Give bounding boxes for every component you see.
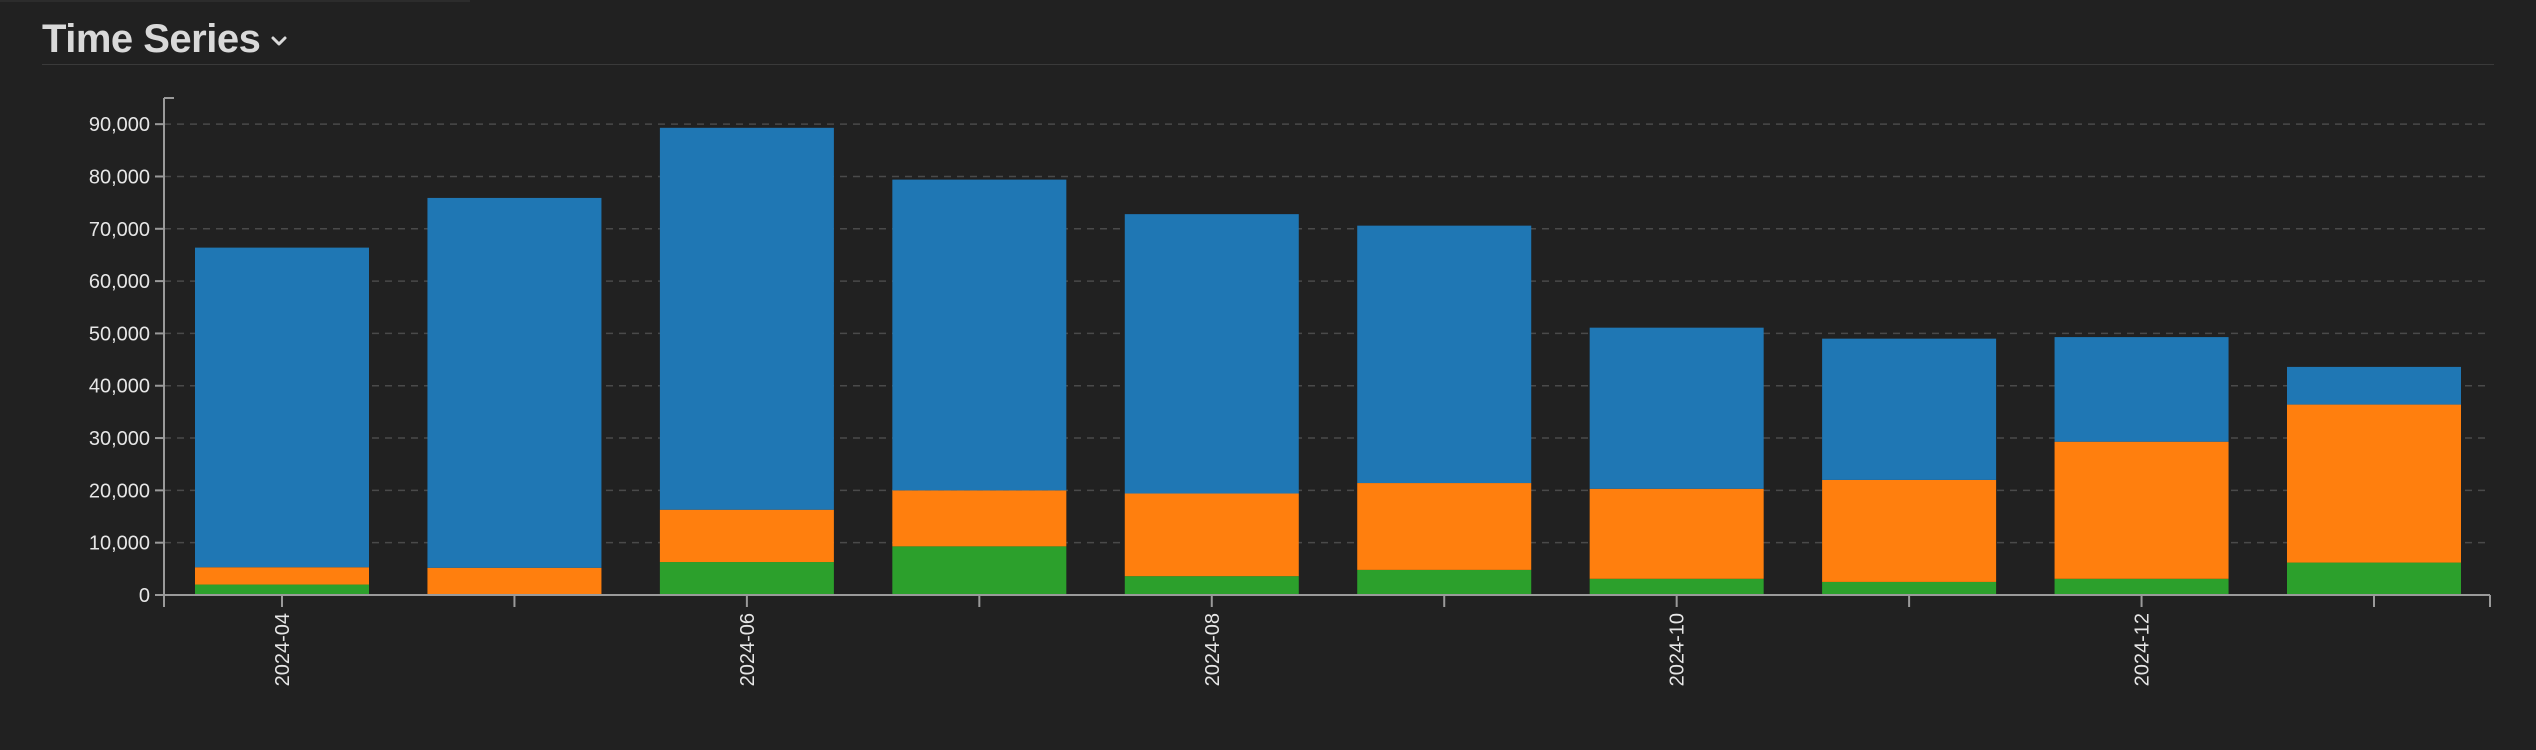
panel-title[interactable]: Time Series — [42, 16, 261, 61]
bar-segment — [1124, 214, 1299, 494]
bar-segment — [2287, 366, 2461, 405]
bar-segment — [892, 546, 1067, 595]
bar-segment — [1357, 483, 1532, 570]
x-tick-label: 2024-08 — [1202, 613, 1224, 686]
bar-segment — [1589, 327, 1764, 489]
bar-segment — [892, 490, 1067, 547]
y-tick-label: 20,000 — [89, 480, 150, 502]
bar-segment — [427, 567, 602, 595]
bar-segment — [2287, 404, 2461, 563]
y-tick-label: 80,000 — [89, 166, 150, 188]
bar-segment — [2287, 562, 2461, 595]
bar-segment — [2054, 441, 2229, 579]
panel-top-rule — [0, 0, 470, 2]
y-tick-label: 60,000 — [89, 271, 150, 293]
bar-segment — [2054, 337, 2229, 442]
x-tick-label: 2024-10 — [1667, 613, 1689, 686]
bar-segment — [1124, 576, 1299, 595]
y-tick-label: 90,000 — [89, 114, 150, 136]
bar-segment — [195, 584, 369, 595]
y-tick-label: 40,000 — [89, 376, 150, 398]
y-tick-label: 30,000 — [89, 428, 150, 450]
bar-segment — [195, 567, 369, 585]
bar-segment — [659, 562, 834, 595]
bar-segment — [1357, 225, 1532, 484]
bar-segment — [1357, 569, 1532, 595]
bar-segment — [659, 127, 834, 510]
y-tick-label: 10,000 — [89, 533, 150, 555]
y-tick-label: 70,000 — [89, 219, 150, 241]
bar-segment — [1589, 488, 1764, 579]
bar-segment — [195, 247, 369, 568]
bar-segment — [2054, 578, 2229, 595]
bar-segment — [892, 179, 1067, 491]
bar-segment — [659, 509, 834, 563]
bar-segment — [427, 197, 602, 568]
panel-header: Time Series — [42, 14, 2494, 65]
bar-segment — [1124, 493, 1299, 577]
x-tick-label: 2024-12 — [2132, 613, 2154, 686]
x-tick-label: 2024-06 — [737, 613, 759, 686]
bar-segment — [1822, 338, 1997, 480]
chevron-down-icon[interactable] — [270, 34, 288, 53]
bar-segment — [1589, 578, 1764, 595]
y-tick-label: 0 — [139, 585, 150, 607]
y-tick-label: 50,000 — [89, 323, 150, 345]
bar-segment — [1822, 479, 1997, 582]
x-tick-label: 2024-04 — [272, 613, 294, 686]
bar-segment — [1822, 581, 1997, 595]
